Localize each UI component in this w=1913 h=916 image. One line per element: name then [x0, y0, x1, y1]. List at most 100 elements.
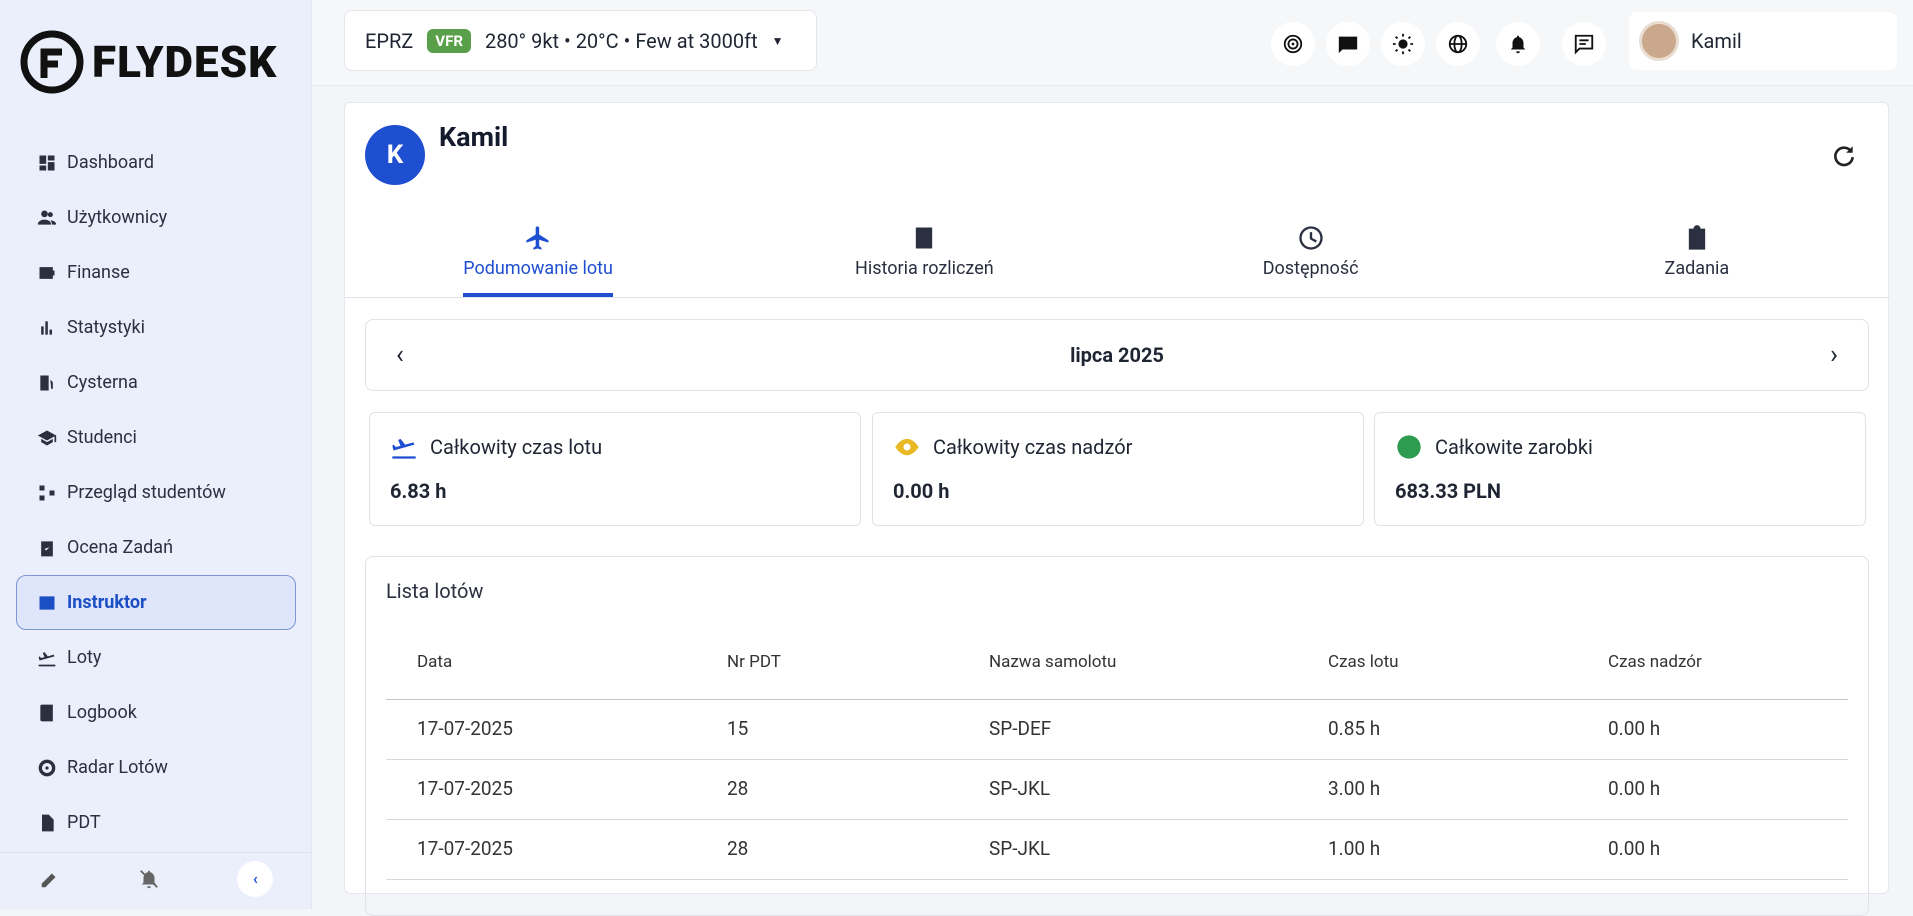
nav-item[interactable]: Studenci — [16, 410, 296, 465]
nav-label: Studenci — [67, 427, 137, 448]
tab-label: Zadania — [1664, 258, 1730, 279]
sms-button[interactable] — [1326, 22, 1370, 66]
brand: FLYDESK — [92, 36, 278, 88]
column-header: Czas nadzór — [1608, 652, 1702, 672]
icon — [40, 375, 53, 390]
nav-item[interactable]: Ocena Zadań — [16, 520, 296, 575]
icon — [42, 814, 54, 831]
profile-name: Kamil — [439, 121, 509, 153]
user-menu[interactable]: Kamil — [1629, 12, 1897, 70]
stat-value: 683.33 PLN — [1395, 479, 1501, 503]
notifications-button[interactable] — [1496, 22, 1540, 66]
logo: FLYDESK — [20, 30, 277, 94]
icon — [39, 155, 55, 170]
stat-label: Całkowity czas lotu — [430, 435, 603, 459]
dropdown-arrow: ▼ — [771, 33, 784, 48]
tab-label: Historia rozliczeń — [855, 258, 994, 279]
nav-item[interactable]: Użytkownicy — [16, 190, 296, 245]
icon — [41, 540, 53, 556]
nav-item[interactable]: Finanse — [16, 245, 296, 300]
flight-category: VFR — [427, 28, 471, 53]
stat-label: Całkowity czas nadzór — [933, 435, 1133, 459]
tab[interactable]: Podumowanie lotu — [345, 218, 731, 297]
mute-button[interactable] — [138, 868, 160, 890]
messages-button[interactable] — [1562, 22, 1606, 66]
list-title: Lista lotów — [386, 579, 484, 603]
nav-item[interactable]: Statystyki — [16, 300, 296, 355]
cell: SP-DEF — [989, 717, 1052, 740]
nav-label: Przegląd studentów — [67, 482, 226, 503]
column-header: Nr PDT — [727, 652, 781, 672]
nav-label: Logbook — [67, 702, 137, 723]
nav-label: Ocena Zadań — [67, 537, 174, 558]
theme-button[interactable] — [1381, 22, 1425, 66]
cell: 0.00 h — [1608, 777, 1661, 800]
weather-selector[interactable]: EPRZ VFR 280° 9kt • 20°C • Few at 3000ft… — [344, 10, 817, 71]
tab[interactable]: Dostępność — [1118, 218, 1504, 297]
stat-label-row: Całkowity czas nadzór — [893, 433, 1343, 461]
icon — [39, 595, 55, 610]
cell: 1.00 h — [1328, 837, 1381, 860]
language-button[interactable] — [1436, 22, 1480, 66]
nav-item[interactable]: PDT — [16, 795, 296, 850]
instructor-card: K Kamil Podumowanie lotu Historia rozlicz… — [344, 102, 1890, 916]
icon — [39, 485, 55, 500]
tab[interactable]: Zadania — [1504, 218, 1890, 297]
cell: SP-JKL — [989, 837, 1051, 860]
edit-button[interactable] — [39, 868, 61, 890]
tabs: Podumowanie lotu Historia rozliczeń Dostęp… — [345, 218, 1890, 298]
stat-icon — [1397, 435, 1421, 459]
prev-month[interactable]: ‹ — [396, 340, 404, 370]
month-label: lipca 2025 — [1070, 343, 1164, 367]
tab-label: Podumowanie lotu — [463, 258, 613, 297]
row-divider — [386, 819, 1848, 820]
station: EPRZ — [365, 28, 414, 53]
cell: 15 — [727, 717, 749, 740]
column-header: Czas lotu — [1328, 652, 1399, 672]
logo-icon — [20, 30, 84, 94]
stat-value: 6.83 h — [390, 479, 447, 503]
nav-item[interactable]: Cysterna — [16, 355, 296, 410]
icon — [916, 227, 933, 249]
icon — [41, 320, 52, 335]
icon — [38, 651, 56, 666]
nav-item[interactable]: Przegląd studentów — [16, 465, 296, 520]
cell: 0.00 h — [1608, 717, 1661, 740]
tab[interactable]: Historia rozliczeń — [731, 218, 1117, 297]
nav-label: Radar Lotów — [67, 757, 168, 778]
stat-icon — [895, 438, 919, 456]
nav-item[interactable]: Instruktor — [16, 575, 296, 630]
icon — [38, 759, 56, 776]
nav-item[interactable]: Radar Lotów — [16, 740, 296, 795]
next-month[interactable]: › — [1830, 340, 1838, 370]
refresh-button[interactable] — [1831, 143, 1857, 169]
user-photo — [1639, 21, 1679, 61]
sidebar: FLYDESK Dashboard Użytkownicy Finanse Staty… — [0, 0, 312, 909]
stat-card: Całkowity czas lotu 6.83 h — [369, 412, 861, 526]
nav-label: Dashboard — [67, 152, 155, 173]
cell: 17-07-2025 — [417, 717, 513, 740]
stat-label-row: Całkowity czas lotu — [390, 433, 840, 461]
row-divider — [386, 879, 1848, 880]
nav-item[interactable]: Logbook — [16, 685, 296, 740]
nav-item[interactable]: Loty — [16, 630, 296, 685]
nav-label: Cysterna — [67, 372, 138, 393]
collapse-button[interactable]: ‹ — [237, 860, 274, 897]
icon — [526, 226, 549, 250]
header-divider — [386, 699, 1848, 700]
cell: SP-JKL — [989, 777, 1051, 800]
column-header: Nazwa samolotu — [989, 652, 1117, 672]
stat-card: Całkowite zarobki 683.33 PLN — [1374, 412, 1866, 526]
stat-icon — [392, 438, 416, 459]
weather-summary: 280° 9kt • 20°C • Few at 3000ft — [484, 28, 758, 53]
icon — [1298, 226, 1323, 250]
nav-item[interactable]: Dashboard — [16, 135, 296, 190]
radar-button[interactable] — [1271, 22, 1315, 66]
row-divider — [386, 759, 1848, 760]
cell: 17-07-2025 — [417, 777, 513, 800]
user-name: Kamil — [1691, 29, 1742, 53]
nav-label: Loty — [67, 647, 102, 668]
cell: 0.00 h — [1608, 837, 1661, 860]
stat-label: Całkowite zarobki — [1435, 435, 1593, 459]
